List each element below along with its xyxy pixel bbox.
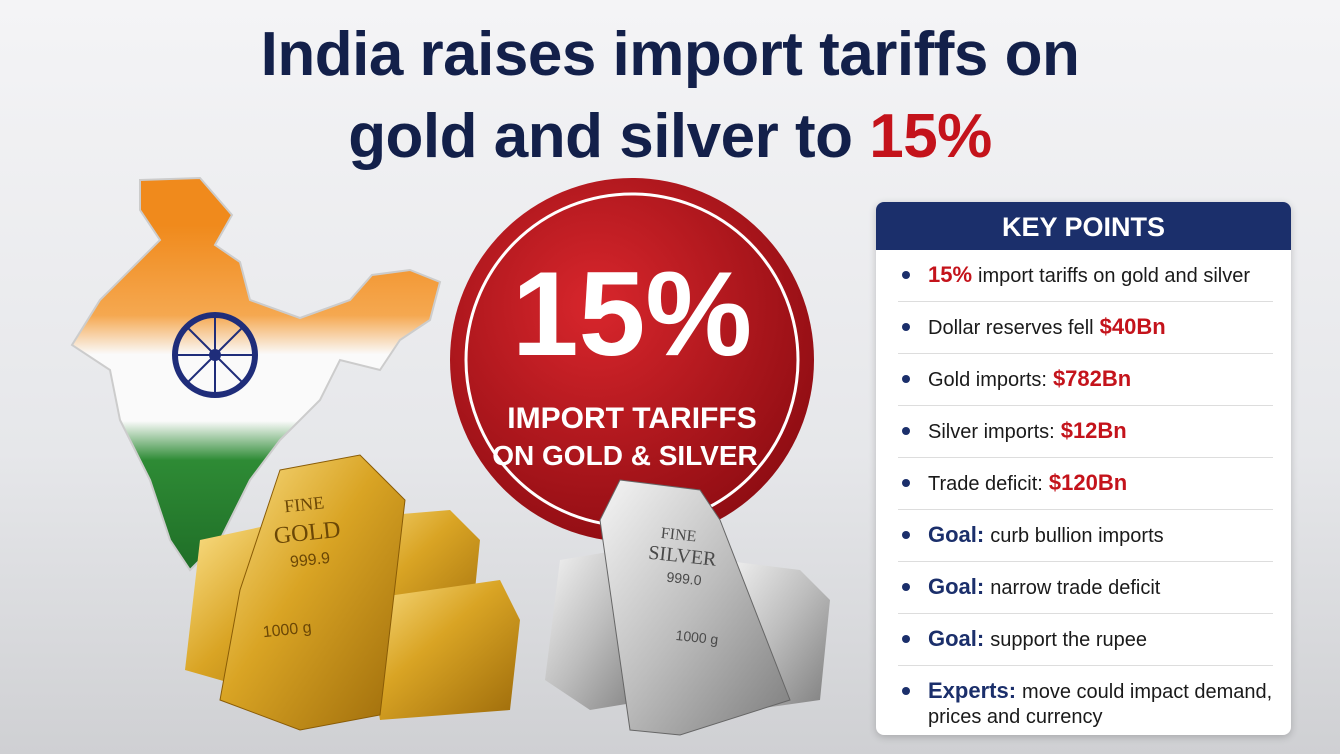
bar-label: FINE	[283, 492, 325, 516]
key-point-text: import tariffs on gold and silver	[978, 265, 1251, 287]
panel-heading: KEY POINTS	[876, 202, 1291, 250]
key-point-text: curb bullion imports	[990, 525, 1164, 547]
key-points-panel: KEY POINTS 15% import tariffs on gold and…	[876, 202, 1291, 735]
key-point-text: $120Bn	[1048, 470, 1128, 495]
india-map	[70, 176, 442, 572]
headline: India raises import tariffs on gold and s…	[0, 14, 1340, 178]
key-point-text: Dollar reserves fell	[928, 317, 1094, 339]
key-point-text: $40Bn	[1099, 314, 1166, 339]
key-point: Goal: curb bullion imports	[898, 510, 1273, 562]
key-point-text: $12Bn	[1060, 418, 1127, 443]
key-point: Gold imports: $782Bn	[898, 354, 1273, 406]
key-point-text: Trade deficit:	[928, 473, 1043, 495]
headline-line: gold and silver to	[348, 102, 853, 171]
key-point: Experts: move could impact demand, prices…	[898, 666, 1273, 735]
bar-label: FINE	[660, 525, 697, 546]
key-point-text: Silver imports:	[928, 421, 1055, 443]
key-point-text: Gold imports:	[928, 369, 1047, 391]
headline-line: India raises import tariffs on	[260, 20, 1080, 89]
key-point-text: 15%	[928, 262, 973, 287]
badge-line: IMPORT TARIFFS	[507, 402, 756, 435]
key-points-list: 15% import tariffs on gold and silver Doll…	[876, 250, 1291, 735]
badge-figure: 15%	[512, 247, 752, 381]
key-point-text: Goal:	[928, 574, 985, 599]
tariff-badge: 15% IMPORT TARIFFS ON GOLD & SILVER	[450, 178, 814, 542]
key-point-text: Experts:	[928, 678, 1017, 703]
key-point: Trade deficit: $120Bn	[898, 458, 1273, 510]
badge-line: ON GOLD & SILVER	[492, 440, 758, 471]
bar-label: 999.0	[666, 569, 703, 589]
bar-label: 1000 g	[262, 619, 312, 641]
key-point: Goal: narrow trade deficit	[898, 562, 1273, 614]
key-point-text: Goal:	[928, 626, 985, 651]
gold-bars: FINE GOLD 999.9 1000 g	[185, 454, 520, 731]
key-point-text: move could impact demand, prices and cur…	[928, 681, 1273, 728]
headline-highlight: 15%	[869, 102, 992, 171]
bar-label: 1000 g	[675, 627, 719, 647]
key-point: Silver imports: $12Bn	[898, 406, 1273, 458]
key-point-text: narrow trade deficit	[990, 577, 1161, 599]
key-point-text: support the rupee	[990, 629, 1148, 651]
key-point: 15% import tariffs on gold and silver	[898, 250, 1273, 302]
key-point-text: Goal:	[928, 522, 985, 547]
bar-label: 999.9	[289, 550, 331, 571]
silver-bars: FINE SILVER 999.0 1000 g	[545, 479, 830, 736]
key-point-text: $782Bn	[1052, 366, 1132, 391]
key-point: Dollar reserves fell $40Bn	[898, 302, 1273, 354]
key-point: Goal: support the rupee	[898, 614, 1273, 666]
